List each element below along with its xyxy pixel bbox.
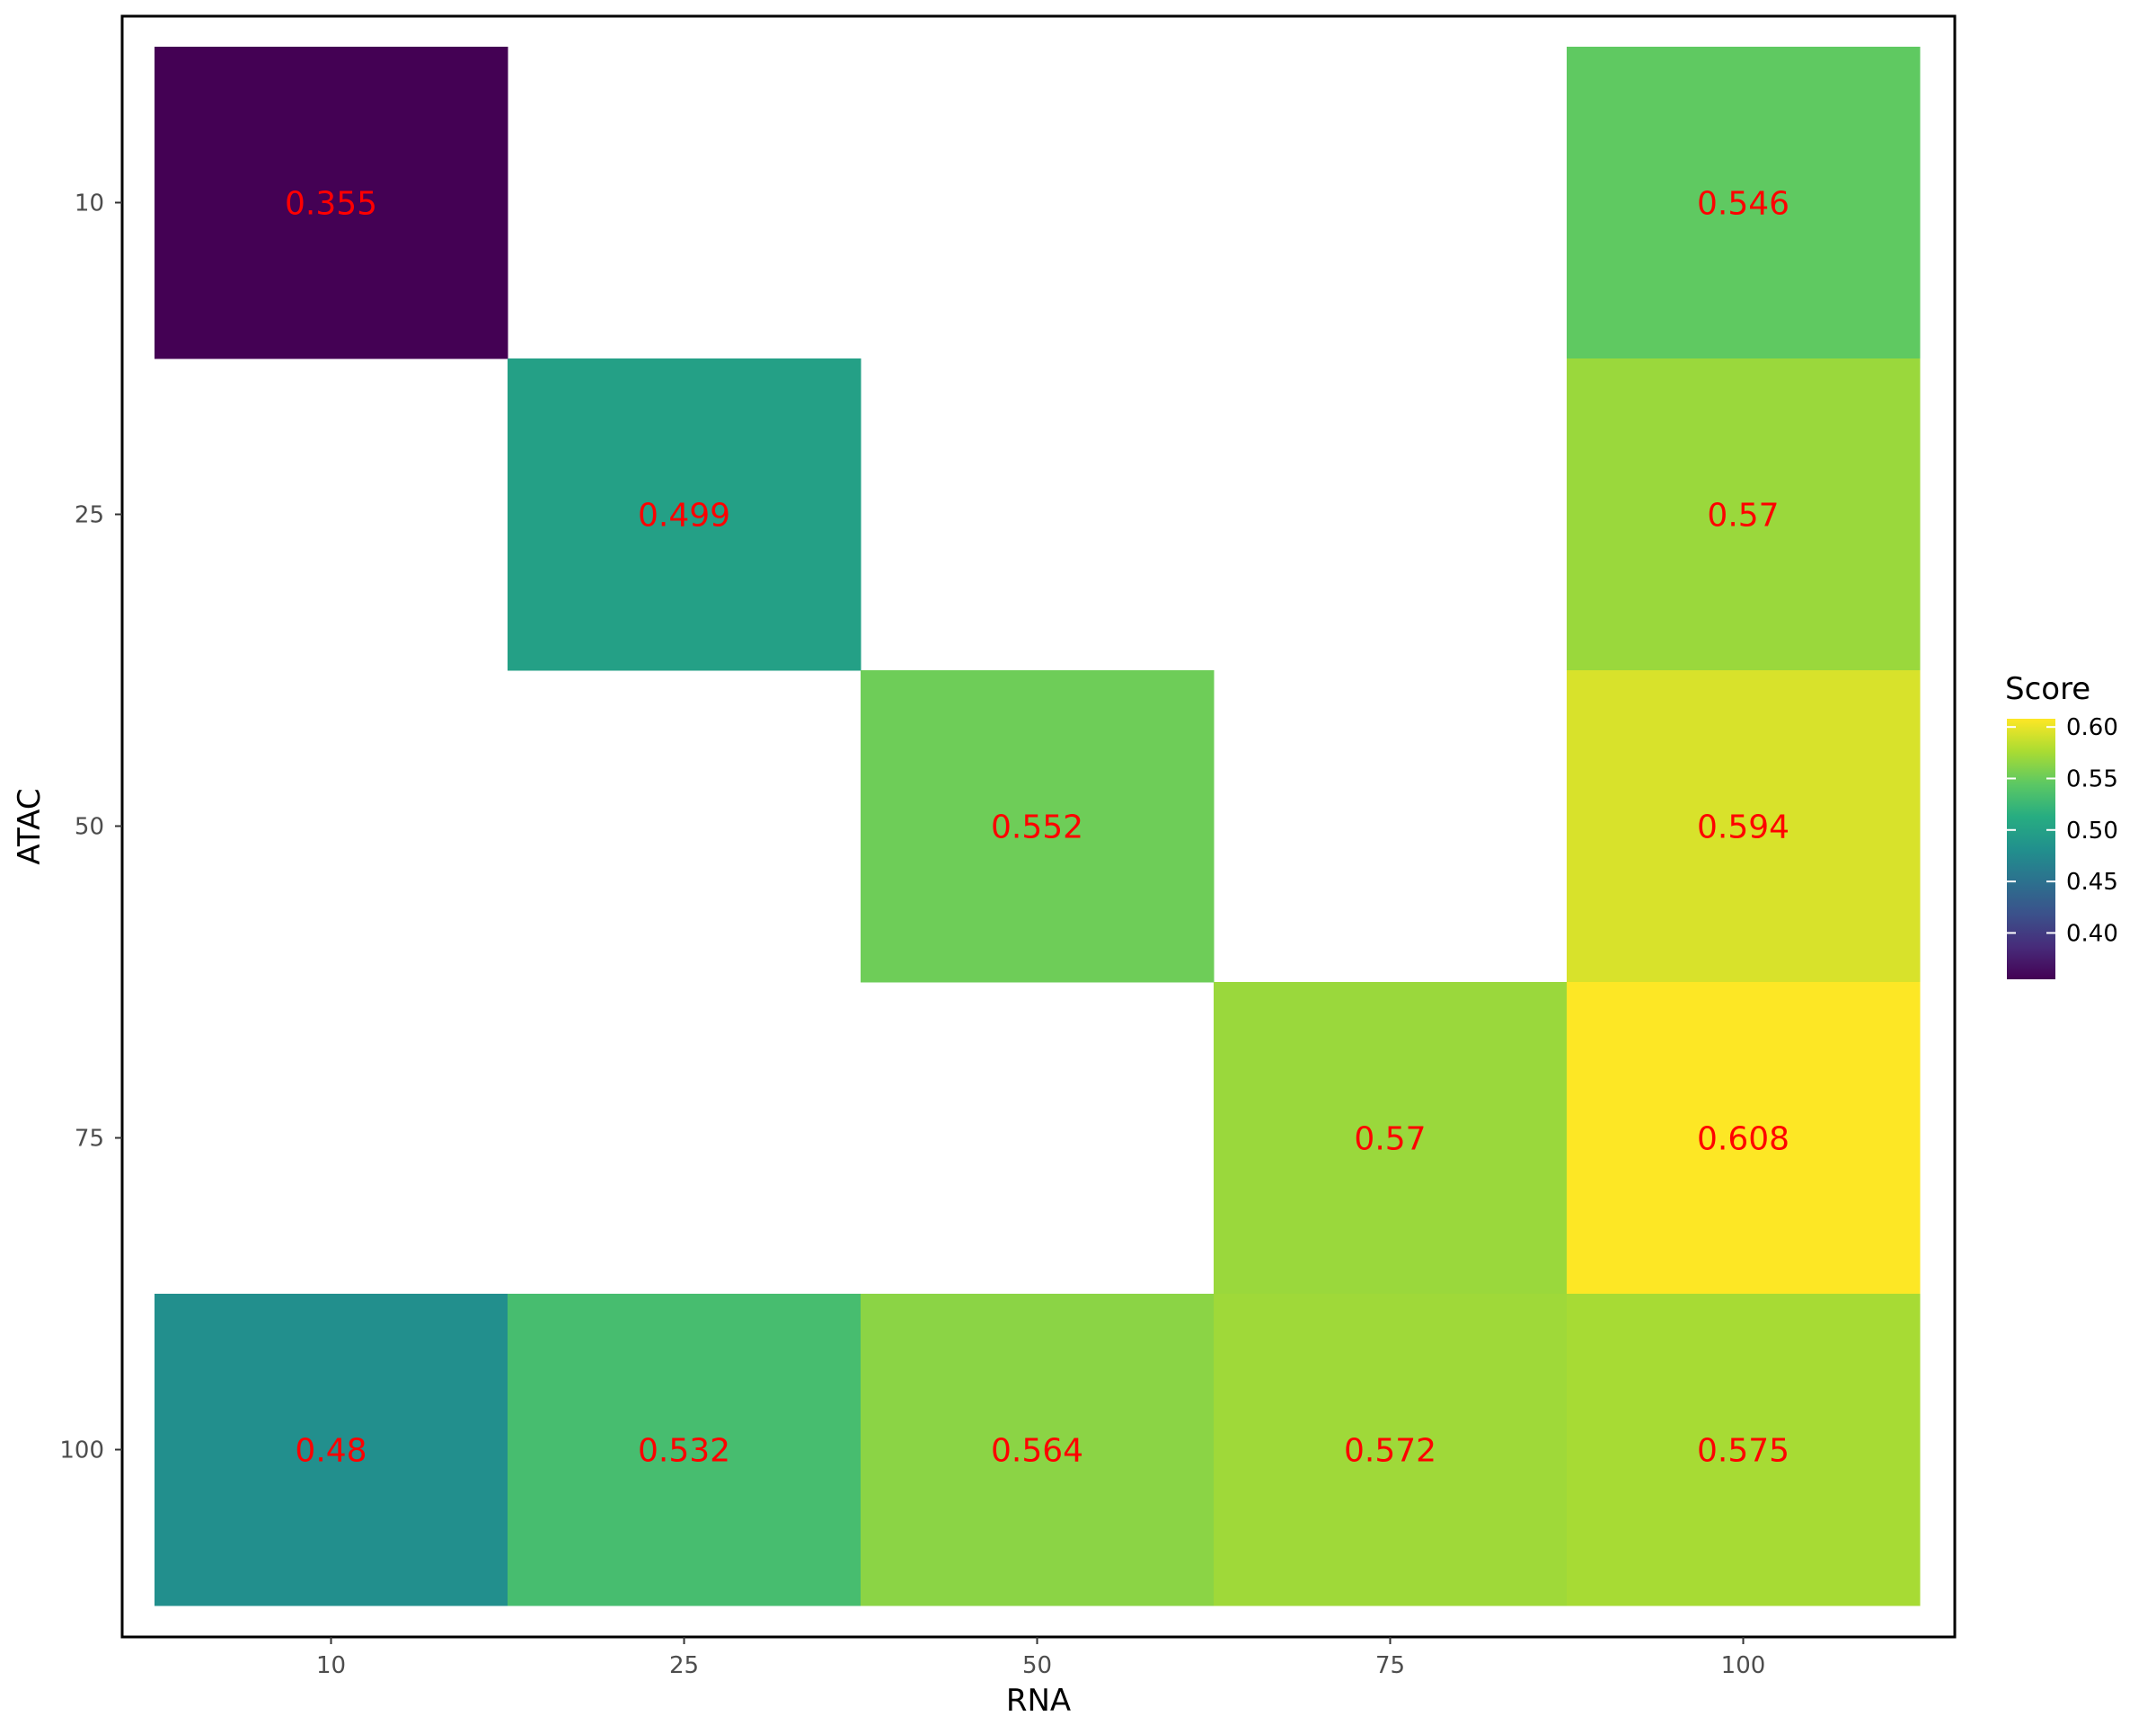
- y-tick-label: 50: [75, 814, 104, 841]
- cell-value-label: 0.546: [1697, 186, 1789, 223]
- heatmap-cell-rna-100-atac-75: [1567, 982, 1921, 1295]
- heatmap-cell-rna-10-atac-100: [155, 1294, 508, 1606]
- x-tick-label: 75: [1375, 1652, 1405, 1679]
- heatmap-cell-rna-100-atac-50: [1567, 670, 1921, 983]
- cell-value-label: 0.532: [638, 1433, 730, 1470]
- cell-value-label: 0.572: [1344, 1433, 1436, 1470]
- cell-value-label: 0.57: [1354, 1121, 1426, 1158]
- colorbar: [2007, 719, 2055, 979]
- colorbar-tick-label: 0.50: [2066, 818, 2118, 845]
- cell-value-label: 0.499: [638, 498, 730, 535]
- colorbar-legend: Score 0.40 0.45 0.50 0.55 0.60: [2005, 671, 2118, 979]
- x-axis-title: RNA: [1006, 1683, 1071, 1719]
- heatmap-cells: [155, 47, 1921, 1606]
- cell-value-label: 0.594: [1697, 809, 1789, 846]
- cell-value-label: 0.575: [1697, 1433, 1789, 1470]
- cell-value-label: 0.355: [285, 186, 377, 223]
- colorbar-tick-label: 0.45: [2066, 869, 2118, 896]
- x-axis-ticks: 10 25 50 75 100: [316, 1637, 1765, 1679]
- heatmap-cell-rna-100-atac-25: [1567, 358, 1921, 671]
- cell-value-label: 0.48: [295, 1433, 367, 1470]
- cell-value-label: 0.57: [1707, 498, 1779, 535]
- cell-labels: 0.355 0.546 0.499 0.57 0.552 0.594 0.57 0.608 0.…: [285, 186, 1789, 1470]
- x-tick-label: 10: [316, 1652, 346, 1679]
- colorbar-tick-label: 0.55: [2066, 765, 2118, 792]
- y-axis-title: ATAC: [12, 788, 48, 864]
- colorbar-title: Score: [2005, 671, 2090, 707]
- x-tick-label: 25: [669, 1652, 699, 1679]
- y-tick-label: 75: [75, 1126, 104, 1153]
- x-tick-label: 50: [1022, 1652, 1052, 1679]
- heatmap-cell-rna-50-atac-50: [861, 670, 1215, 983]
- y-tick-label: 100: [59, 1438, 104, 1464]
- heatmap-cell-rna-75-atac-75: [1214, 982, 1568, 1295]
- y-axis-ticks: 10 25 50 75 100: [59, 190, 122, 1464]
- colorbar-tick-label: 0.40: [2066, 920, 2118, 947]
- colorbar-ticks: 0.40 0.45 0.50 0.55 0.60: [2007, 714, 2118, 947]
- cell-value-label: 0.552: [991, 809, 1083, 846]
- heatmap-cell-rna-25-atac-100: [508, 1294, 862, 1606]
- heatmap-cell-rna-100-atac-10: [1567, 47, 1921, 359]
- y-tick-label: 10: [75, 190, 104, 217]
- cell-value-label: 0.564: [991, 1433, 1083, 1470]
- cell-value-label: 0.608: [1697, 1121, 1789, 1158]
- y-tick-label: 25: [75, 502, 104, 529]
- heatmap-cell-rna-10-atac-10: [155, 47, 508, 359]
- heatmap-cell-rna-100-atac-100: [1567, 1294, 1921, 1606]
- heatmap-cell-rna-25-atac-25: [508, 358, 862, 671]
- heatmap-cell-rna-75-atac-100: [1214, 1294, 1568, 1606]
- x-tick-label: 100: [1721, 1652, 1766, 1679]
- heatmap-cell-rna-50-atac-100: [861, 1294, 1215, 1606]
- colorbar-tick-label: 0.60: [2066, 714, 2118, 741]
